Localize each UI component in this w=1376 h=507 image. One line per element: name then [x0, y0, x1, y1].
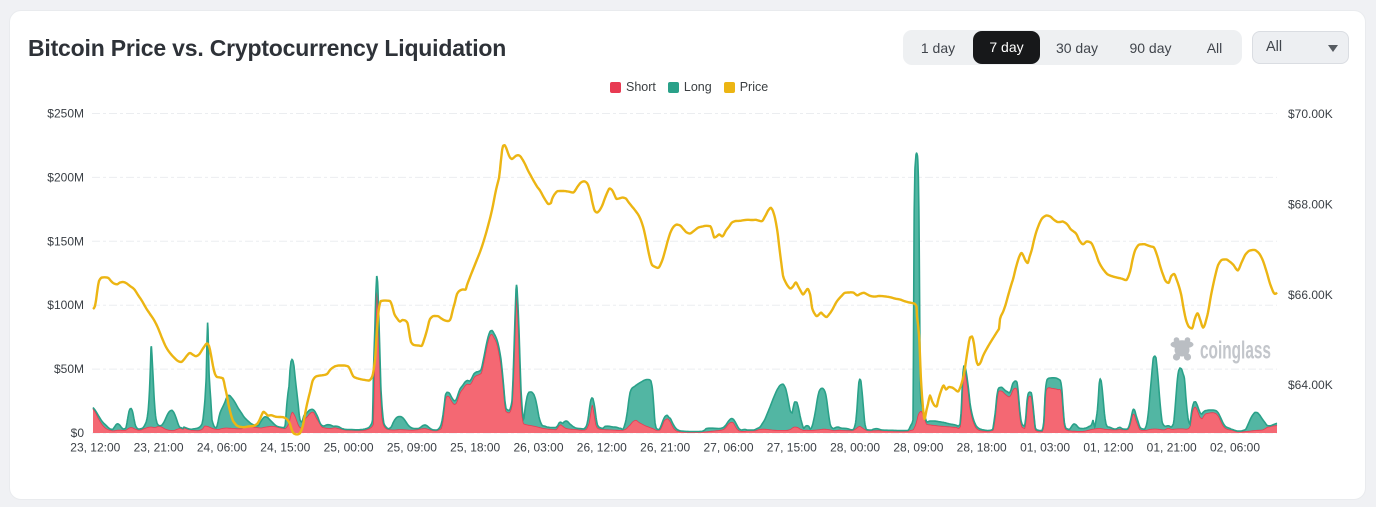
svg-text:26, 03:00: 26, 03:00 [513, 441, 563, 455]
svg-text:26, 12:00: 26, 12:00 [577, 441, 627, 455]
svg-text:$200M: $200M [47, 170, 84, 184]
svg-text:$150M: $150M [47, 234, 84, 248]
svg-text:$100M: $100M [47, 298, 84, 312]
svg-text:28, 00:00: 28, 00:00 [830, 441, 880, 455]
svg-text:23, 12:00: 23, 12:00 [70, 441, 120, 455]
svg-text:01, 03:00: 01, 03:00 [1020, 441, 1070, 455]
svg-text:$68.00K: $68.00K [1288, 198, 1333, 212]
svg-text:$250M: $250M [47, 107, 84, 121]
svg-text:coinglass: coinglass [1200, 337, 1271, 365]
svg-text:25, 18:00: 25, 18:00 [450, 441, 500, 455]
svg-text:25, 09:00: 25, 09:00 [387, 441, 437, 455]
svg-text:27, 06:00: 27, 06:00 [703, 441, 753, 455]
svg-text:$0: $0 [71, 426, 85, 440]
svg-text:$66.00K: $66.00K [1288, 288, 1333, 302]
svg-text:$64.00K: $64.00K [1288, 378, 1333, 392]
svg-text:02, 06:00: 02, 06:00 [1210, 441, 1260, 455]
svg-text:26, 21:00: 26, 21:00 [640, 441, 690, 455]
svg-text:24, 06:00: 24, 06:00 [197, 441, 247, 455]
svg-text:$50M: $50M [54, 362, 84, 376]
svg-text:28, 09:00: 28, 09:00 [893, 441, 943, 455]
svg-text:24, 15:00: 24, 15:00 [260, 441, 310, 455]
svg-text:25, 00:00: 25, 00:00 [324, 441, 374, 455]
svg-text:01, 12:00: 01, 12:00 [1083, 441, 1133, 455]
svg-text:28, 18:00: 28, 18:00 [957, 441, 1007, 455]
svg-text:$70.00K: $70.00K [1288, 107, 1333, 121]
svg-text:27, 15:00: 27, 15:00 [767, 441, 817, 455]
svg-text:01, 21:00: 01, 21:00 [1147, 441, 1197, 455]
svg-text:23, 21:00: 23, 21:00 [134, 441, 184, 455]
